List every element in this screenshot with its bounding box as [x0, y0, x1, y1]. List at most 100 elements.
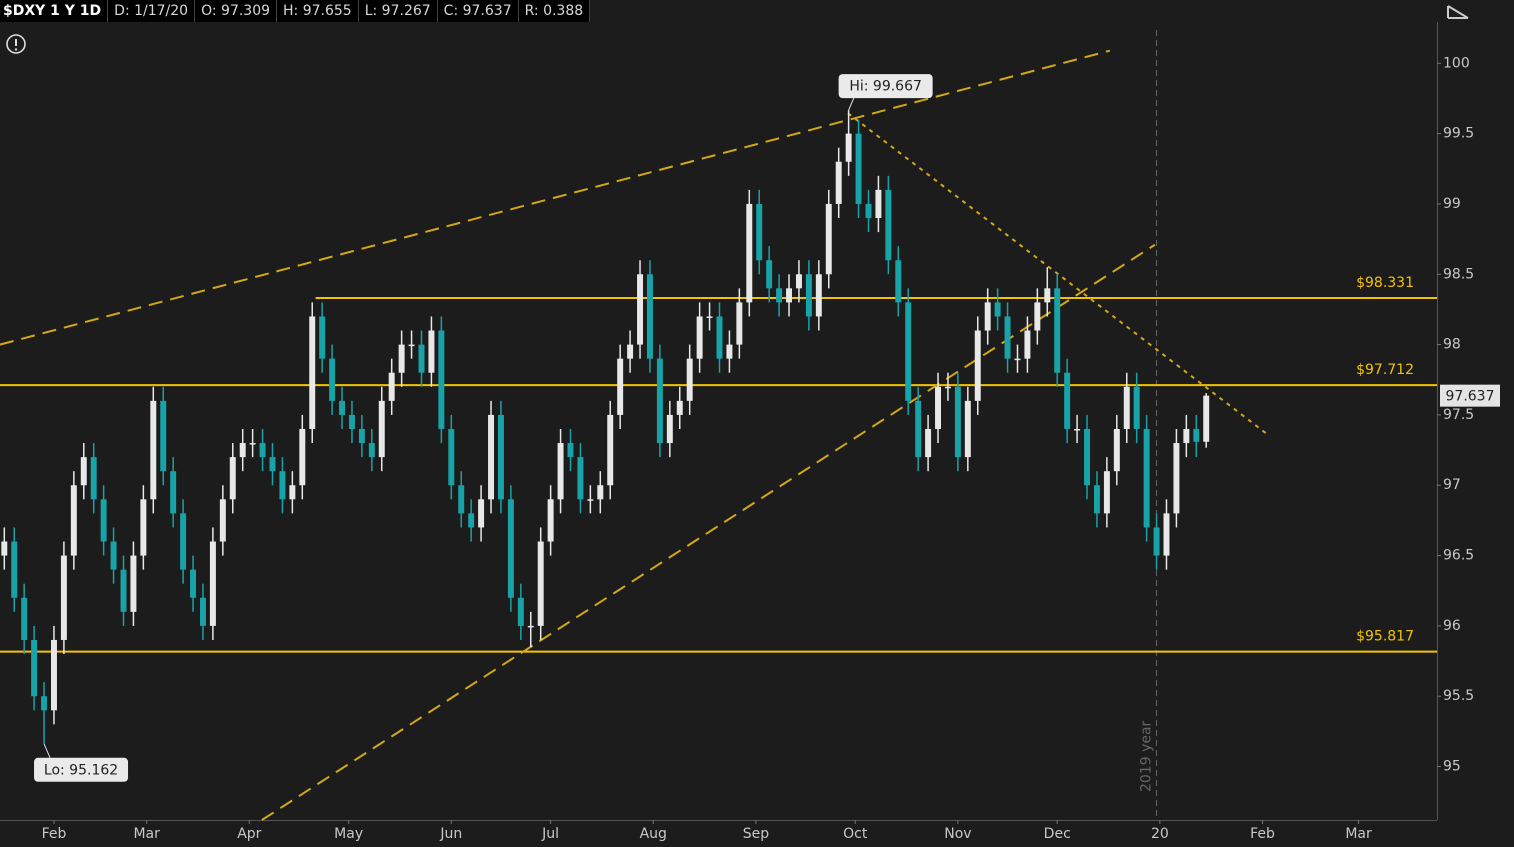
candle-body [1203, 395, 1210, 442]
candle-body [70, 485, 77, 556]
candle-body [279, 471, 286, 500]
candle-body [885, 189, 892, 261]
candle-body [309, 316, 316, 429]
candle-body [299, 428, 306, 486]
x-tick-label: Jul [541, 826, 559, 842]
candle-body [587, 499, 594, 501]
header-field: R: 0.388 [519, 0, 591, 22]
x-tick-label: Nov [944, 826, 971, 842]
candle-body [408, 344, 415, 347]
x-tick-label: Mar [1345, 826, 1372, 842]
candle-body [448, 428, 455, 486]
y-tick-label: 98 [1443, 337, 1461, 353]
candle-body [170, 471, 177, 514]
candle-body [855, 133, 862, 204]
y-tick-label: 99.5 [1443, 126, 1474, 142]
candle-body [964, 400, 971, 458]
candle-body [527, 625, 534, 628]
candle-body [31, 639, 38, 697]
y-tick-label: 98.5 [1443, 266, 1474, 282]
candle-body [269, 457, 276, 472]
candle-body [766, 260, 773, 289]
header-field: C: 97.637 [438, 0, 519, 22]
candle-body [627, 344, 634, 359]
candle-body [180, 513, 187, 570]
candle-body [1004, 316, 1011, 359]
candle-body [1103, 471, 1110, 514]
candle-body [676, 400, 683, 415]
candle-body [607, 414, 614, 486]
candle-body [209, 541, 216, 626]
candle-body [637, 274, 644, 345]
candle-body [567, 443, 574, 458]
candle-body [388, 372, 395, 401]
x-tick-label: May [334, 826, 363, 842]
candle-body [935, 386, 942, 429]
candle-body [110, 541, 117, 570]
settings-icon[interactable] [1447, 5, 1469, 19]
price-level-label: $95.817 [1356, 629, 1414, 645]
candle-body [1133, 386, 1140, 429]
candle-body [1143, 428, 1150, 528]
candle-body [368, 443, 375, 458]
candle-body [646, 274, 653, 359]
x-tick-label: Aug [640, 826, 667, 842]
candle-body [984, 302, 991, 331]
y-tick-label: 96.5 [1443, 548, 1474, 564]
callout-box [34, 757, 129, 782]
candle-body [160, 400, 167, 472]
candle-body [199, 597, 206, 626]
candle-body [120, 569, 127, 612]
candle-body [805, 274, 812, 317]
candle-body [11, 541, 18, 598]
candle-body [339, 400, 346, 415]
candle-body [1084, 428, 1091, 486]
price-level-label: $98.331 [1356, 275, 1414, 291]
candle-body [1183, 428, 1190, 444]
candle-body [1193, 428, 1200, 442]
candle-body [776, 288, 783, 303]
header-field: O: 97.309 [195, 0, 278, 22]
candle-body [249, 443, 256, 445]
candle-body [1054, 288, 1061, 373]
candle-body [140, 499, 147, 556]
candle-body [915, 400, 922, 458]
candle-body [845, 133, 852, 162]
header-bar: $DXY 1 Y 1D D: 1/17/20 O: 97.309 H: 97.655… [0, 0, 591, 22]
candle-body [438, 330, 445, 429]
y-tick-label: 99 [1443, 196, 1461, 212]
candle-body [90, 457, 97, 500]
candle-body [746, 203, 753, 303]
y-tick-label: 100 [1443, 55, 1470, 71]
candle-body [21, 597, 28, 640]
year-separator-label: 2019 year [1139, 720, 1155, 792]
candle-body [478, 499, 485, 528]
y-tick-label: 97.5 [1443, 407, 1474, 423]
last-price-box [1440, 384, 1500, 407]
candle-body [150, 400, 157, 500]
candle-body [190, 569, 197, 598]
alert-icon[interactable] [6, 34, 26, 54]
candle-body [1093, 485, 1100, 514]
candle-body [398, 344, 405, 373]
candle-body [259, 443, 266, 458]
candle-body [895, 260, 902, 303]
x-tick-label: Feb [1250, 826, 1275, 842]
candle-body [795, 274, 802, 289]
candle-body [458, 485, 465, 514]
candle-body [875, 189, 882, 219]
callout-box [838, 74, 933, 99]
x-tick-label: 20 [1151, 826, 1169, 842]
candle-body [1163, 513, 1170, 556]
candle-body [706, 316, 713, 318]
candle-body [736, 302, 743, 345]
candle-body [696, 316, 703, 359]
trendline [847, 112, 1269, 436]
candle-body [229, 457, 236, 500]
candle-body [686, 358, 693, 401]
x-tick-label: Mar [133, 826, 160, 842]
candle-body [1153, 527, 1160, 556]
symbol[interactable]: $DXY 1 Y 1D [0, 0, 109, 22]
